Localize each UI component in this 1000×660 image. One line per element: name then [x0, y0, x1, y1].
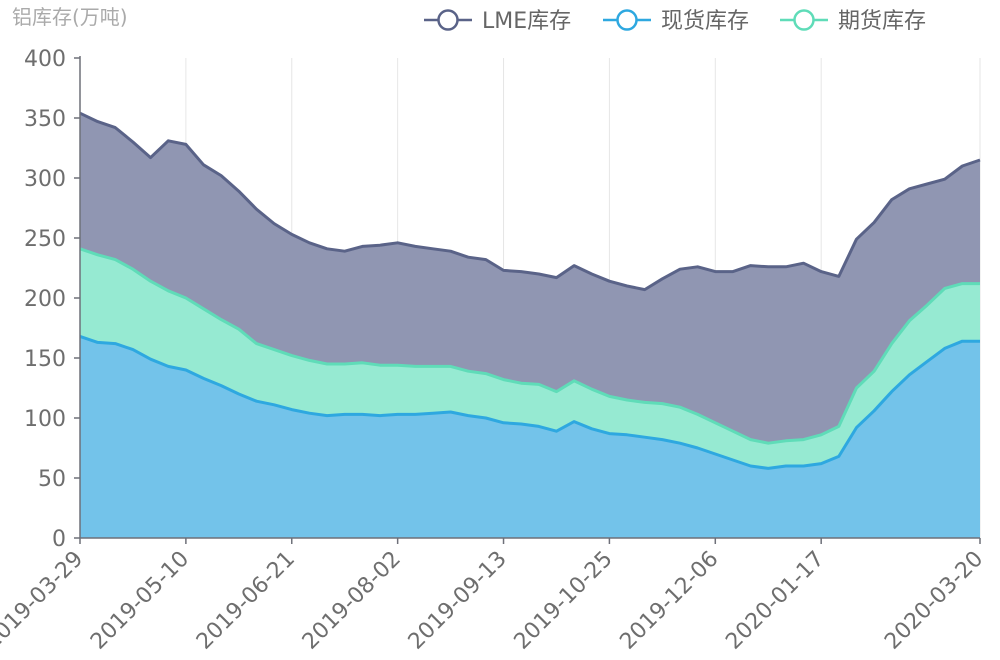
- x-tick-label: 2019-03-29: [0, 547, 88, 655]
- legend-item[interactable]: LME库存: [424, 9, 571, 34]
- x-tick-label: 2020-03-20: [880, 547, 988, 655]
- legend-label: 现货库存: [661, 9, 749, 34]
- legend-marker: [793, 9, 815, 31]
- y-tick-label: 300: [24, 167, 66, 192]
- y-tick-label: 200: [24, 287, 66, 312]
- area-series-2: [80, 113, 980, 444]
- y-axis-ticks: 0 50 100 150 200 250 300 350 400: [24, 47, 80, 552]
- legend: LME库存 现货库存 期货库存: [424, 9, 926, 34]
- axes: [79, 56, 980, 539]
- legend-item[interactable]: 现货库存: [603, 9, 749, 34]
- y-tick-label: 100: [24, 407, 66, 432]
- x-tick-label: 2019-06-21: [192, 547, 300, 655]
- y-tick-label: 50: [38, 467, 66, 492]
- y-axis-label: 铝库存(万吨): [12, 5, 128, 29]
- x-tick-label: 2019-08-02: [298, 547, 406, 655]
- line-series-0: [79, 334, 980, 470]
- legend-label: 期货库存: [838, 9, 926, 34]
- stacked-areas: [80, 113, 980, 538]
- y-tick-label: 350: [24, 107, 66, 132]
- x-tick-label: 2019-12-06: [615, 547, 723, 655]
- line-series-2: [79, 111, 981, 292]
- legend-marker: [437, 9, 459, 31]
- y-tick-label: 250: [24, 227, 66, 252]
- y-tick-label: 150: [24, 347, 66, 372]
- area-series-0: [80, 336, 980, 538]
- legend-label: LME库存: [482, 9, 571, 34]
- legend-marker: [616, 9, 638, 31]
- line-series-1: [79, 247, 980, 445]
- x-tick-label: 2020-01-17: [721, 547, 829, 655]
- x-tick-label: 2019-05-10: [86, 547, 194, 655]
- series-lines: [79, 111, 981, 470]
- y-tick-label: 400: [24, 47, 66, 72]
- x-tick-label: 2019-09-13: [404, 547, 512, 655]
- y-tick-label: 0: [52, 527, 66, 552]
- legend-item[interactable]: 期货库存: [780, 9, 926, 34]
- x-tick-label: 2019-10-25: [510, 547, 618, 655]
- x-axis-ticks: 2019-03-292019-05-102019-06-212019-08-02…: [0, 538, 988, 655]
